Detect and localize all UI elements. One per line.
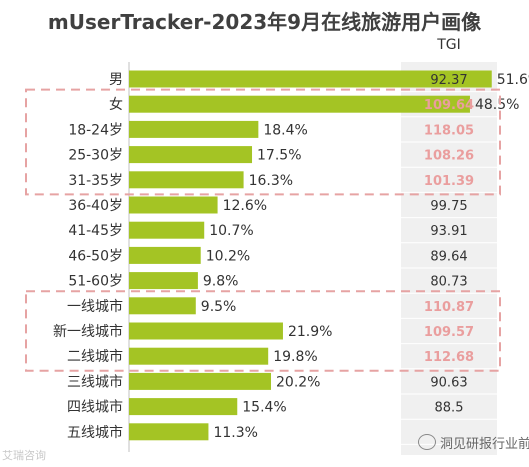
value-label-12: 20.2% xyxy=(276,374,320,390)
tgi-value-10: 109.57 xyxy=(424,325,474,340)
category-label-7: 46-50岁 xyxy=(68,248,123,264)
bar-0 xyxy=(129,70,492,88)
watermark-left: 艾瑞咨询 xyxy=(2,449,46,462)
bar-4 xyxy=(129,171,244,189)
bar-9 xyxy=(129,297,196,315)
category-label-0: 男 xyxy=(109,72,123,88)
value-label-11: 19.8% xyxy=(273,349,317,365)
value-label-9: 9.5% xyxy=(201,299,237,315)
category-label-3: 25-30岁 xyxy=(68,148,123,164)
bar-2 xyxy=(129,120,259,138)
value-label-4: 16.3% xyxy=(249,173,293,189)
highlight-box-1 xyxy=(25,290,501,372)
wechat-icon xyxy=(418,434,436,450)
value-label-7: 10.2% xyxy=(206,248,250,264)
value-label-2: 18.4% xyxy=(263,122,307,138)
category-label-5: 36-40岁 xyxy=(68,198,123,214)
chart-title: mUserTracker-2023年9月在线旅游用户画像 xyxy=(47,10,482,34)
category-label-14: 五线城市 xyxy=(67,424,123,441)
category-label-10: 新一线城市 xyxy=(53,323,123,340)
bar-7 xyxy=(129,246,201,264)
tgi-value-3: 108.26 xyxy=(424,149,474,164)
tgi-value-8: 80.73 xyxy=(430,275,467,290)
bar-8 xyxy=(129,272,198,290)
category-label-6: 41-45岁 xyxy=(68,223,123,239)
value-label-14: 11.3% xyxy=(213,425,257,441)
tgi-column-background xyxy=(401,62,497,455)
category-label-4: 31-35岁 xyxy=(68,173,123,189)
value-label-6: 10.7% xyxy=(209,223,253,239)
tgi-value-9: 110.87 xyxy=(424,300,474,315)
category-label-9: 一线城市 xyxy=(67,298,123,315)
value-label-5: 12.6% xyxy=(223,198,267,214)
bar-10 xyxy=(129,322,283,340)
tgi-value-2: 118.05 xyxy=(424,123,474,138)
bar-13 xyxy=(129,398,238,416)
value-label-8: 9.8% xyxy=(203,274,239,290)
bar-1 xyxy=(129,95,470,113)
tgi-value-12: 90.63 xyxy=(430,375,467,390)
bar-6 xyxy=(129,221,205,239)
bar-11 xyxy=(129,347,269,365)
tgi-value-7: 89.64 xyxy=(430,249,467,264)
watermark-right-text: 洞见研报行业前沿 xyxy=(440,437,529,452)
category-label-11: 二线城市 xyxy=(67,348,123,365)
tgi-value-4: 101.39 xyxy=(424,174,474,189)
value-label-10: 21.9% xyxy=(288,324,332,340)
value-label-13: 15.4% xyxy=(242,400,286,416)
category-label-2: 18-24岁 xyxy=(68,122,123,138)
category-label-1: 女 xyxy=(109,96,123,113)
value-label-3: 17.5% xyxy=(257,148,301,164)
category-label-13: 四线城市 xyxy=(67,399,123,416)
bar-3 xyxy=(129,146,253,164)
category-label-8: 51-60岁 xyxy=(68,274,123,290)
tgi-value-13: 88.5 xyxy=(435,401,464,416)
bar-14 xyxy=(129,423,209,441)
value-label-0: 51.6% xyxy=(497,72,529,88)
tgi-value-6: 93.91 xyxy=(430,224,467,239)
value-label-1: 48.5% xyxy=(475,97,519,113)
category-label-12: 三线城市 xyxy=(67,373,123,390)
highlight-box-0 xyxy=(25,88,501,196)
tgi-value-1: 109.64 xyxy=(424,98,474,113)
tgi-value-11: 112.68 xyxy=(424,350,474,365)
bar-12 xyxy=(129,372,272,390)
watermark-right: 洞见研报行业前沿 xyxy=(418,433,529,452)
tgi-header: TGI xyxy=(437,37,461,53)
tgi-value-0: 92.37 xyxy=(430,73,467,88)
tgi-value-5: 99.75 xyxy=(430,199,467,214)
bar-5 xyxy=(129,196,218,214)
